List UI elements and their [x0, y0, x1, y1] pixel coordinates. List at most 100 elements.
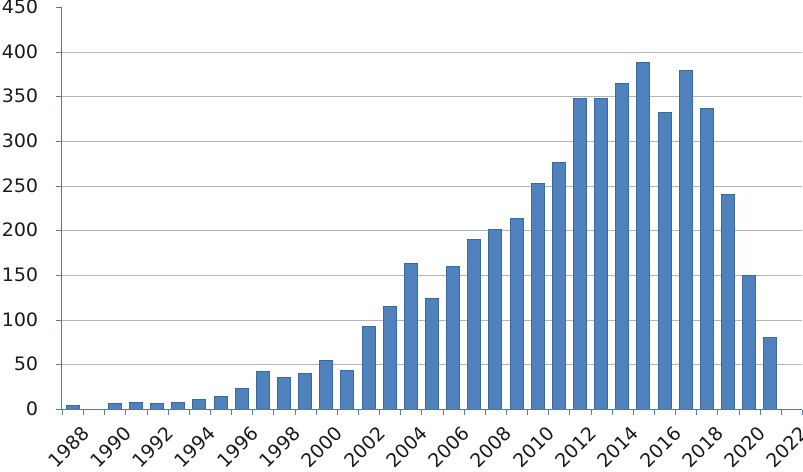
- bar-1995: [213, 395, 228, 409]
- x-tick: [252, 410, 254, 415]
- x-tick: [738, 410, 740, 415]
- bar-2007: [467, 239, 482, 409]
- gridline-150: [62, 275, 802, 276]
- bar-2018: [699, 107, 714, 409]
- gridline-350: [62, 96, 802, 98]
- x-tick: [527, 410, 529, 415]
- x-tick: [294, 410, 296, 415]
- bar-2001: [340, 369, 355, 409]
- y-tick-150: [56, 275, 61, 276]
- bar-2008: [488, 229, 503, 409]
- y-axis-label-200: 200: [1, 219, 38, 242]
- x-tick: [400, 410, 402, 415]
- y-tick-350: [56, 96, 61, 98]
- x-axis-label-1988: 1988: [43, 422, 94, 472]
- y-tick-400: [56, 51, 61, 53]
- bar-2011: [551, 162, 566, 409]
- bar-1998: [277, 376, 291, 409]
- bar-1993: [171, 401, 186, 409]
- bar-1994: [192, 399, 207, 409]
- y-axis-label-100: 100: [1, 308, 38, 331]
- bar-1988: [65, 405, 80, 409]
- bar-2016: [657, 112, 672, 409]
- y-axis-label-400: 400: [1, 40, 38, 63]
- bar-2004: [403, 263, 418, 409]
- x-axis-label-2008: 2008: [466, 422, 517, 472]
- y-axis-label-150: 150: [1, 264, 38, 286]
- x-tick: [125, 410, 127, 415]
- bar-1997: [255, 370, 270, 409]
- bar-1996: [234, 388, 249, 409]
- bar-2019: [721, 193, 735, 409]
- x-axis-label-2006: 2006: [424, 422, 474, 472]
- x-tick: [484, 410, 486, 415]
- bar-2009: [509, 217, 524, 409]
- x-axis-label-2012: 2012: [551, 422, 601, 472]
- y-axis-label-50: 50: [13, 353, 38, 376]
- x-tick: [315, 410, 317, 415]
- y-axis-label-450: 450: [1, 0, 38, 18]
- y-tick-250: [56, 185, 61, 187]
- y-axis-label-350: 350: [1, 85, 38, 108]
- x-tick: [379, 410, 381, 415]
- bar-2013: [594, 98, 609, 409]
- bar-2015: [636, 62, 651, 409]
- bar-1991: [129, 401, 143, 409]
- x-tick: [654, 410, 655, 415]
- bar-2006: [446, 266, 461, 409]
- bar-2021: [763, 336, 778, 409]
- x-axis-label-2020: 2020: [720, 422, 770, 472]
- x-tick: [167, 410, 169, 415]
- x-axis-label-1996: 1996: [212, 422, 263, 472]
- bar-2020: [742, 275, 757, 409]
- y-tick-200: [56, 230, 61, 232]
- x-axis-label-1998: 1998: [255, 422, 305, 472]
- x-axis-label-2002: 2002: [339, 422, 390, 472]
- y-tick-0: [56, 409, 61, 410]
- x-tick: [231, 410, 233, 415]
- bar-2002: [361, 325, 376, 409]
- x-axis-label-2022: 2022: [762, 422, 803, 472]
- bar-1990: [107, 402, 122, 409]
- gridline-300: [62, 141, 802, 142]
- bar-1999: [298, 373, 313, 409]
- bar-1992: [150, 402, 165, 409]
- bar-2012: [573, 98, 587, 409]
- bar-2005: [425, 298, 439, 409]
- x-axis-label-1990: 1990: [85, 422, 136, 472]
- x-tick: [421, 410, 423, 415]
- y-tick-100: [56, 319, 61, 321]
- bar-2010: [530, 183, 545, 409]
- x-tick: [273, 410, 275, 415]
- x-tick: [83, 410, 85, 415]
- x-axis-label-2014: 2014: [593, 422, 644, 472]
- x-tick: [632, 410, 634, 415]
- bar-2003: [382, 306, 397, 409]
- x-tick: [506, 410, 507, 415]
- x-tick: [759, 410, 761, 415]
- gridline-400: [62, 51, 802, 53]
- x-axis-label-1994: 1994: [170, 422, 221, 472]
- bar-2000: [319, 359, 334, 409]
- x-tick: [611, 410, 613, 415]
- y-axis-label-0: 0: [25, 398, 38, 420]
- y-axis-label-300: 300: [1, 130, 38, 152]
- x-tick: [696, 410, 698, 415]
- x-tick: [463, 410, 465, 415]
- x-tick: [717, 410, 719, 415]
- x-axis-label-2000: 2000: [297, 422, 348, 472]
- x-tick: [780, 410, 782, 415]
- gridline-200: [62, 230, 802, 232]
- x-tick: [358, 410, 359, 415]
- x-tick: [336, 410, 338, 415]
- x-tick: [675, 410, 677, 415]
- bar-2017: [678, 70, 693, 409]
- bar-2014: [615, 82, 630, 409]
- x-axis-label-2018: 2018: [677, 422, 728, 472]
- x-tick: [210, 410, 211, 415]
- x-tick: [146, 410, 148, 415]
- x-tick: [188, 410, 190, 415]
- x-tick: [548, 410, 550, 415]
- x-tick: [569, 410, 571, 415]
